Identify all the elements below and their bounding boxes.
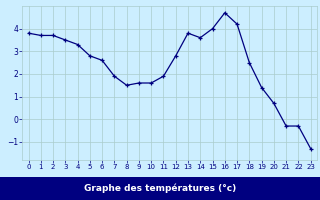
Text: Graphe des températures (°c): Graphe des températures (°c): [84, 184, 236, 193]
